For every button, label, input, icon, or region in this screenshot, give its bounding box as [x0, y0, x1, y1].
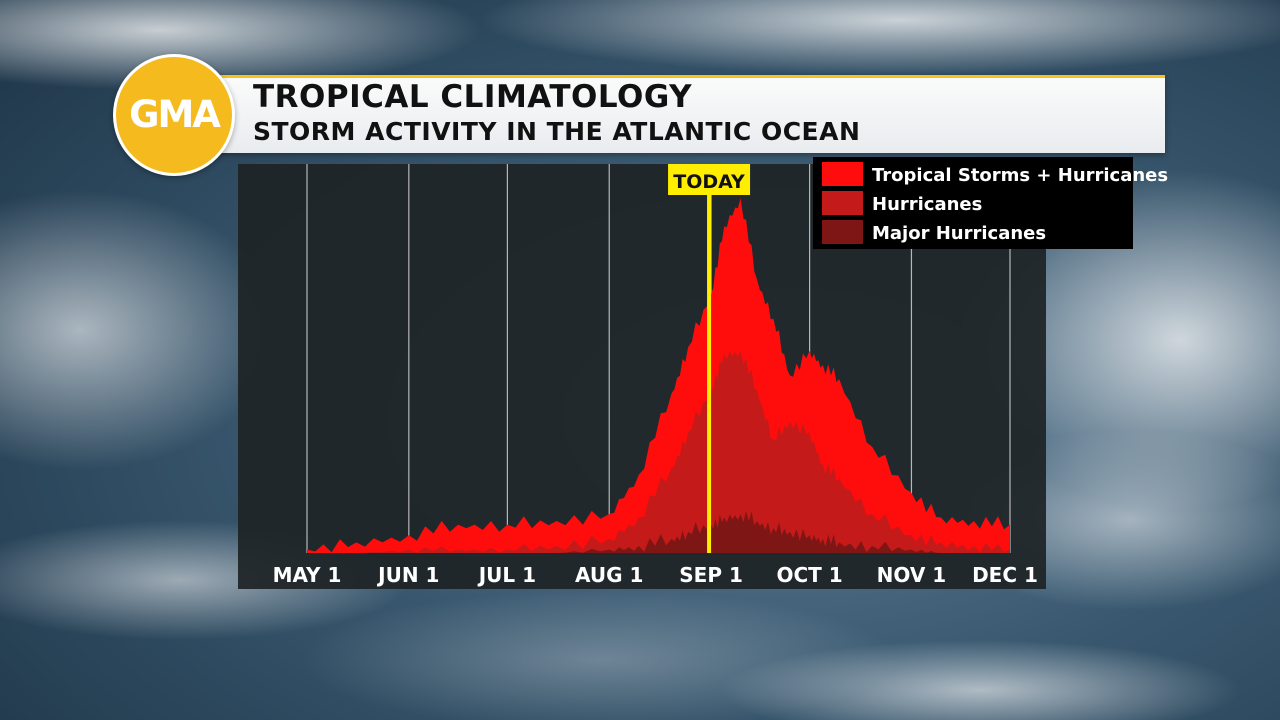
legend-label-0: Tropical Storms + Hurricanes	[872, 165, 1168, 186]
x-tick-label-4: SEP 1	[679, 563, 743, 587]
area-series-0	[307, 198, 1010, 553]
chart-subtitle: STORM ACTIVITY IN THE ATLANTIC OCEAN	[253, 117, 861, 146]
area-series-1	[307, 350, 1010, 553]
x-tick-label-2: JUL 1	[477, 563, 536, 587]
legend-swatch-2	[822, 220, 863, 244]
today-label: TODAY	[673, 171, 745, 193]
today-label-box	[668, 164, 751, 195]
legend-box	[813, 157, 1133, 249]
x-tick-label-5: OCT 1	[777, 563, 843, 587]
x-tick-label-7: DEC 1	[972, 563, 1038, 587]
x-tick-label-3: AUG 1	[575, 563, 643, 587]
area-series-2	[307, 510, 1010, 553]
header-accent-line	[205, 75, 1165, 78]
x-tick-label-0: MAY 1	[273, 563, 342, 587]
gma-logo: GMA	[113, 54, 235, 176]
gma-logo-text: GMA	[129, 93, 221, 136]
legend-label-2: Major Hurricanes	[872, 223, 1046, 244]
legend-swatch-0	[822, 162, 863, 186]
x-tick-label-6: NOV 1	[877, 563, 947, 587]
chart-title: TROPICAL CLIMATOLOGY	[253, 79, 693, 115]
header-banner: TROPICAL CLIMATOLOGY STORM ACTIVITY IN T…	[205, 75, 1165, 153]
x-tick-label-1: JUN 1	[376, 563, 439, 587]
legend-label-1: Hurricanes	[872, 194, 982, 215]
legend-swatch-1	[822, 191, 863, 215]
